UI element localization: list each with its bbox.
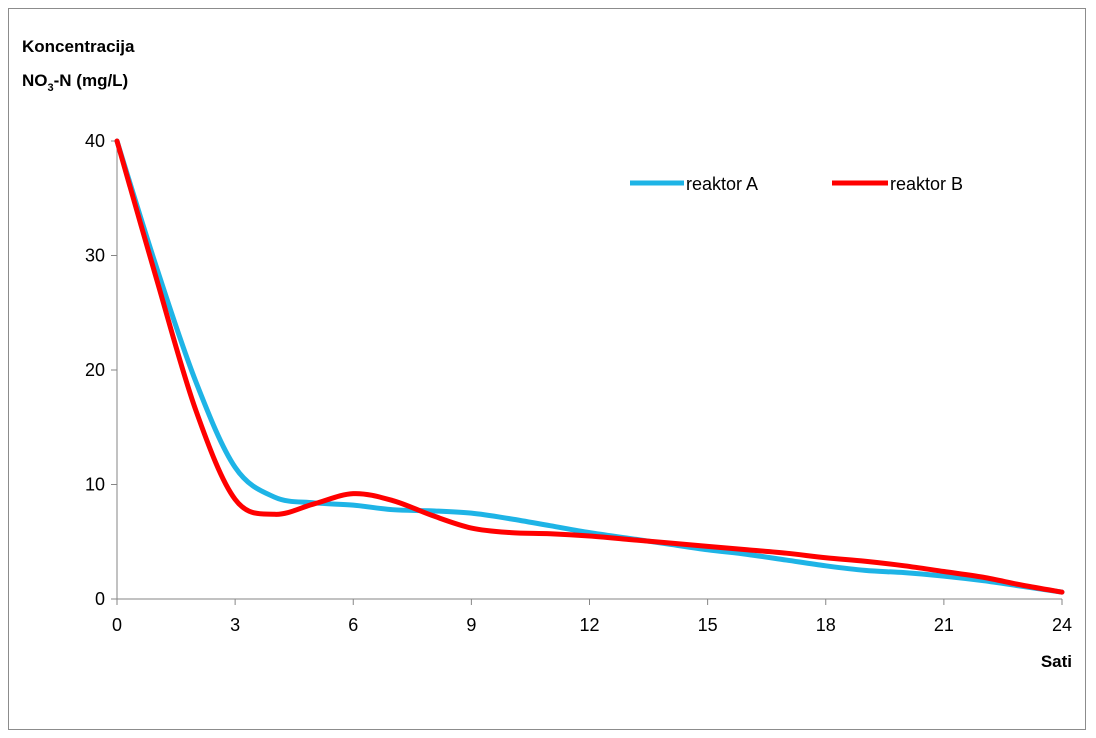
series-line-reaktor-a	[114, 138, 1065, 595]
y-tick-label: 40	[85, 131, 105, 151]
x-tick-label: 3	[230, 615, 240, 635]
y-axis-title-line1: Koncentracija	[22, 37, 135, 56]
x-tick-label: 6	[348, 615, 358, 635]
chart-frame	[8, 8, 1086, 730]
x-tick-label: 24	[1052, 615, 1072, 635]
y-axis-title-line2: NO3-N (mg/L)	[22, 71, 128, 94]
y-tick-label: 10	[85, 475, 105, 495]
y-tick-label: 20	[85, 360, 105, 380]
x-tick-label: 12	[579, 615, 599, 635]
x-axis-title: Sati	[1041, 652, 1072, 671]
legend: reaktor A reaktor B	[630, 174, 963, 194]
x-tick-label: 9	[466, 615, 476, 635]
legend-label-reaktor-b: reaktor B	[890, 174, 963, 194]
x-tick-label: 15	[698, 615, 718, 635]
series-layer	[114, 138, 1065, 595]
y-tick-label: 30	[85, 246, 105, 266]
x-tick-label: 21	[934, 615, 954, 635]
y-tick-label: 0	[95, 589, 105, 609]
series-line-reaktor-b	[114, 138, 1065, 595]
x-tick-label: 0	[112, 615, 122, 635]
x-tick-label: 18	[816, 615, 836, 635]
axes: 0 10 20 30 40 0 3 6 9 12 15 18 21 24	[85, 131, 1072, 635]
legend-label-reaktor-a: reaktor A	[686, 174, 758, 194]
